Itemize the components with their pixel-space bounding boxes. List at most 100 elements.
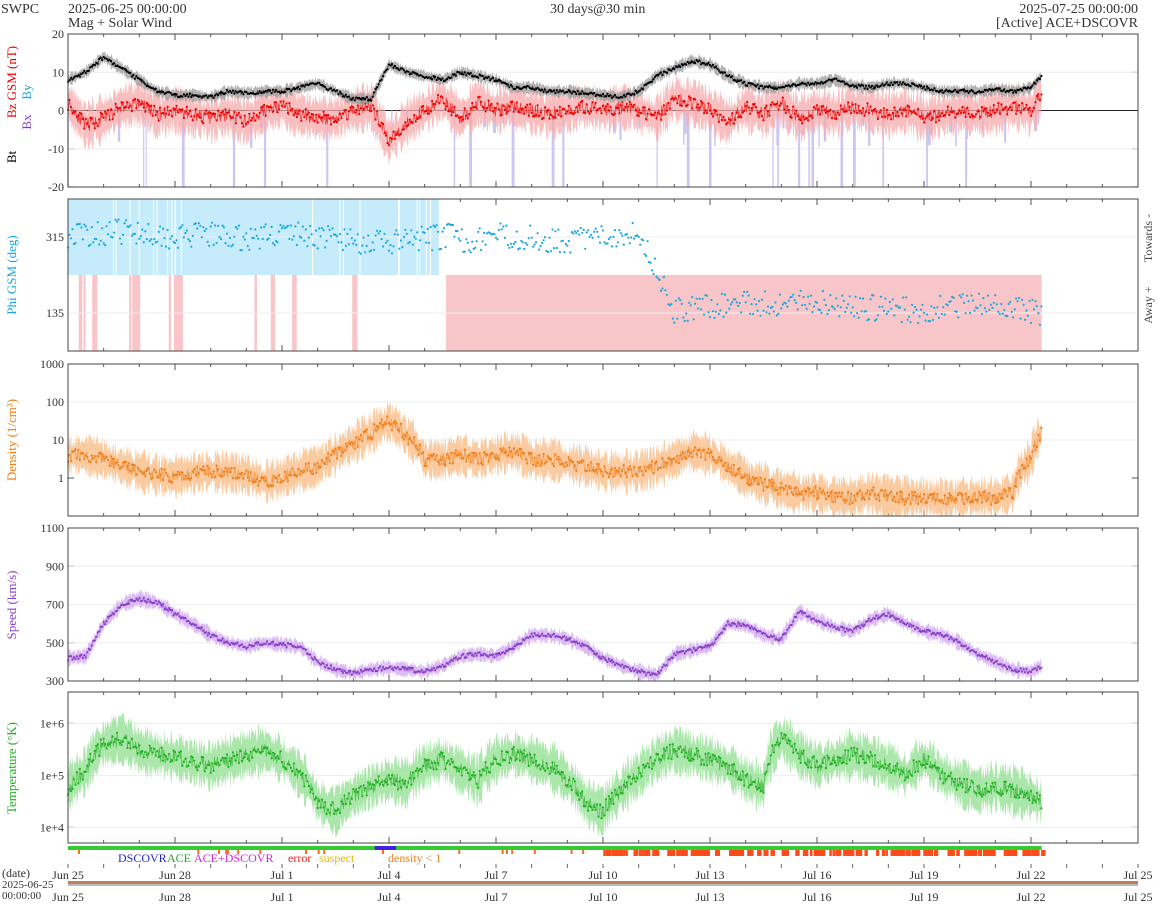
data-point xyxy=(1018,669,1021,673)
data-point xyxy=(964,312,967,315)
error-mark xyxy=(864,850,868,856)
error-mark xyxy=(676,850,681,856)
data-point xyxy=(273,752,276,756)
data-point xyxy=(774,301,777,304)
data-point xyxy=(69,459,73,463)
data-point xyxy=(318,81,321,84)
data-point xyxy=(945,88,948,91)
data-point xyxy=(110,614,113,617)
data-point xyxy=(812,305,816,308)
error-mark xyxy=(623,850,626,856)
data-point xyxy=(854,499,857,502)
data-point xyxy=(411,442,414,445)
data-point xyxy=(683,100,686,103)
data-point xyxy=(1029,457,1033,460)
y-tick-label: 10 xyxy=(52,65,64,79)
data-point xyxy=(227,244,230,247)
data-point xyxy=(665,293,669,296)
data-point xyxy=(939,115,942,118)
data-point xyxy=(700,100,703,103)
data-source[interactable]: [Active] ACE+DSCOVR xyxy=(995,16,1138,31)
data-point xyxy=(604,105,608,108)
data-point xyxy=(1029,114,1033,117)
data-point xyxy=(810,766,813,769)
data-point xyxy=(111,236,114,239)
data-point xyxy=(579,792,582,795)
data-point xyxy=(497,108,501,111)
data-point xyxy=(933,110,936,113)
x-tick-label: Jul 7 xyxy=(484,868,507,882)
data-point xyxy=(316,461,319,464)
data-point xyxy=(358,113,361,116)
data-point xyxy=(474,451,477,454)
data-point xyxy=(957,112,960,115)
data-point xyxy=(927,496,930,500)
data-point xyxy=(823,492,826,495)
data-point xyxy=(532,87,535,90)
data-point xyxy=(671,743,674,746)
data-point xyxy=(762,309,765,312)
data-point xyxy=(280,104,284,107)
data-point xyxy=(347,442,350,445)
data-point xyxy=(527,114,530,117)
data-point xyxy=(211,476,214,479)
data-point xyxy=(435,454,438,457)
data-point xyxy=(600,817,603,820)
data-point xyxy=(448,462,451,465)
data-point xyxy=(188,760,191,764)
data-point xyxy=(233,92,236,95)
data-point xyxy=(203,770,206,773)
data-point xyxy=(979,793,982,796)
data-point xyxy=(255,750,258,753)
data-point xyxy=(243,472,246,476)
data-point xyxy=(199,627,202,630)
data-point xyxy=(159,473,162,476)
data-point xyxy=(951,637,954,640)
data-point xyxy=(824,767,828,770)
data-point xyxy=(475,782,478,786)
data-point xyxy=(331,668,334,672)
data-point xyxy=(908,625,911,628)
data-point xyxy=(827,495,831,498)
data-point xyxy=(765,634,768,637)
data-point xyxy=(358,672,361,675)
data-point xyxy=(991,109,994,112)
data-point xyxy=(150,104,153,107)
data-point xyxy=(384,241,388,244)
data-point xyxy=(575,106,578,109)
data-point xyxy=(560,637,563,640)
data-point xyxy=(417,116,420,120)
data-point xyxy=(349,802,352,805)
data-point xyxy=(850,112,853,115)
data-point xyxy=(600,225,603,228)
data-point xyxy=(392,669,395,672)
data-point xyxy=(888,762,891,766)
data-point xyxy=(187,112,190,115)
data-point xyxy=(401,67,404,70)
data-point xyxy=(108,464,111,467)
data-point xyxy=(480,100,483,103)
data-point xyxy=(144,110,147,113)
x-tick-label: Jul 19 xyxy=(909,890,938,904)
data-point xyxy=(322,84,325,87)
data-point xyxy=(572,460,575,463)
bt-axis-label: Bt xyxy=(4,150,19,163)
data-point xyxy=(694,446,697,449)
data-point xyxy=(110,455,113,458)
data-point xyxy=(859,489,862,492)
data-point xyxy=(347,110,350,113)
data-point xyxy=(756,309,759,312)
data-point xyxy=(673,652,676,655)
data-point xyxy=(503,108,506,112)
data-point xyxy=(101,453,104,456)
data-point xyxy=(78,458,81,462)
data-point xyxy=(630,94,633,97)
data-point xyxy=(200,626,203,629)
data-point xyxy=(225,753,229,756)
data-point xyxy=(575,92,578,96)
data-point xyxy=(596,230,599,233)
data-point xyxy=(84,72,87,75)
data-point xyxy=(71,658,74,661)
data-point xyxy=(949,771,952,774)
data-point xyxy=(951,777,954,780)
